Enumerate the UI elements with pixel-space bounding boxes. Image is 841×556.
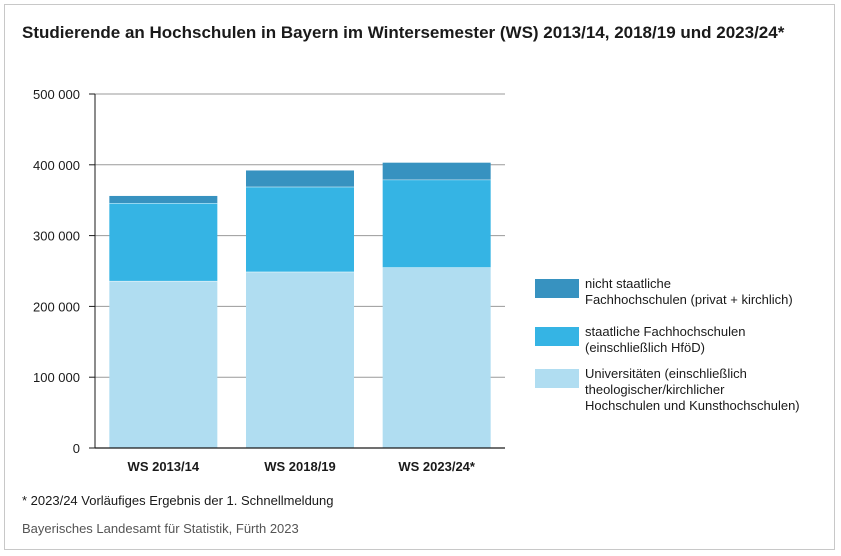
legend-label-line: theologischer/kirchlicher (585, 382, 725, 397)
y-tick-label: 500 000 (33, 87, 80, 102)
bar-segment (109, 280, 218, 448)
legend-label-line: nicht staatliche (585, 276, 671, 291)
legend-item: staatliche Fachhochschulen (einschließlic… (535, 324, 745, 356)
legend-label: Universitäten (einschließlich theologisch… (585, 366, 800, 414)
y-tick-label: 300 000 (33, 229, 80, 244)
legend-label-line: Fachhochschulen (privat + kirchlich) (585, 292, 793, 307)
legend-label: staatliche Fachhochschulen (einschließlic… (585, 324, 745, 356)
x-category-label: WS 2023/24* (398, 459, 476, 474)
legend-label-line: Universitäten (einschließlich (585, 366, 747, 381)
bar-segment (246, 271, 354, 448)
legend-label-line: staatliche Fachhochschulen (585, 324, 746, 339)
legend-label: nicht staatliche Fachhochschulen (privat … (585, 276, 793, 308)
legend-label-line: (einschließlich HföD) (585, 340, 705, 355)
y-tick-label: 100 000 (33, 370, 80, 385)
legend-item: Universitäten (einschließlich theologisch… (535, 366, 800, 414)
bar-segment (382, 162, 491, 180)
bar-segment (382, 179, 491, 268)
x-category-label: WS 2013/14 (128, 459, 200, 474)
legend-item: nicht staatliche Fachhochschulen (privat … (535, 276, 793, 308)
chart-title: Studierende an Hochschulen in Bayern im … (22, 23, 785, 42)
y-tick-label: 400 000 (33, 158, 80, 173)
source-note: Bayerisches Landesamt für Statistik, Für… (22, 521, 299, 536)
bar-segment (382, 267, 491, 448)
bar-segment (109, 195, 218, 204)
y-tick-label: 200 000 (33, 299, 80, 314)
bar-segment (246, 170, 354, 187)
x-category-label: WS 2018/19 (264, 459, 336, 474)
legend-swatch (535, 369, 579, 388)
y-tick-label: 0 (73, 441, 80, 456)
legend-label-line: Hochschulen und Kunsthochschulen) (585, 398, 800, 413)
legend-swatch (535, 279, 579, 298)
footnote: * 2023/24 Vorläufiges Ergebnis der 1. Sc… (22, 493, 334, 508)
bar-segment (109, 203, 218, 281)
bar-segment (246, 186, 354, 272)
legend-swatch (535, 327, 579, 346)
